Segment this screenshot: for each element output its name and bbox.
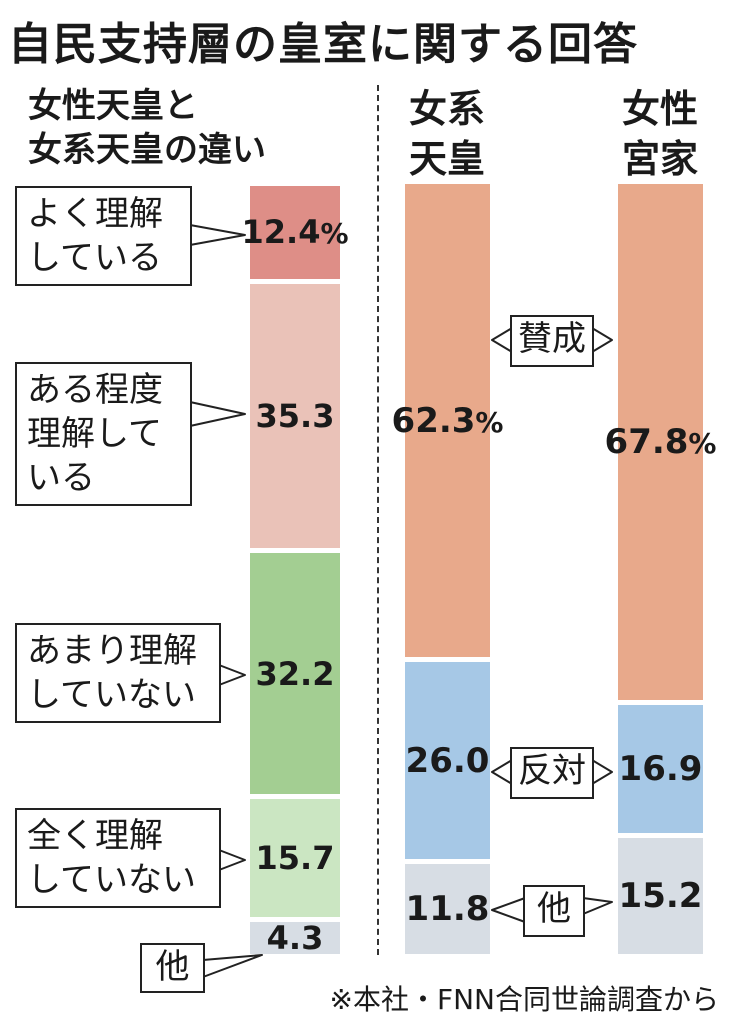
callout-understand-well-line2: している xyxy=(27,238,162,278)
callout-pointer-other-right xyxy=(582,897,613,915)
bar-value-label-josei-miyake-3: 15.2 xyxy=(618,876,703,917)
bar-segment-understanding-4: 15.7 xyxy=(250,799,340,917)
callout-not-understand-much-line2: していない xyxy=(27,675,196,715)
callout-understand-somewhat-line3: いる xyxy=(27,458,95,498)
bar-value-label-understanding-5: 4.3 xyxy=(266,918,324,957)
bar-segment-joukei-2: 26.0 xyxy=(405,662,490,860)
callout-understand-well-line1: よく理解 xyxy=(27,194,163,234)
callout-pointer-5 xyxy=(202,954,263,978)
column-header-josei-miyake: 女性 宮家 xyxy=(610,84,710,184)
percent-sign: % xyxy=(688,426,717,460)
bar-value-label-josei-miyake-2: 16.9 xyxy=(618,749,703,790)
callout-not-understand-at-all-line1: 全く理解 xyxy=(27,816,163,856)
chip-other-right: 他 xyxy=(523,885,585,937)
bar-segment-joukei-3: 11.8 xyxy=(405,864,490,954)
callout-understand-well: よく理解 している xyxy=(15,186,192,286)
chip-hantai: 反対 xyxy=(510,747,594,799)
left-panel-title: 女性天皇と 女系天皇の違い xyxy=(28,84,266,172)
bar-value-label-understanding-1: 12.4% xyxy=(241,213,349,252)
callout-pointer-2 xyxy=(189,401,246,427)
callout-other-left: 他 xyxy=(140,943,205,993)
percent-sign: % xyxy=(320,217,349,251)
bar-segment-understanding-5: 4.3 xyxy=(250,918,340,957)
column-header-joukei-line1: 女系 xyxy=(408,87,485,131)
left-panel-title-line2: 女系天皇の違い xyxy=(28,130,266,170)
chart-title: 自民支持層の皇室に関する回答 xyxy=(8,19,638,70)
column-header-joukei-line2: 天皇 xyxy=(408,137,485,181)
bar-segment-josei-miyake-2: 16.9 xyxy=(618,704,703,834)
bar-segment-understanding-1: 12.4% xyxy=(242,186,349,279)
panel-divider xyxy=(377,85,379,955)
bar-value-label-joukei-3: 11.8 xyxy=(405,889,490,930)
callout-pointer-hantai-left xyxy=(491,759,513,785)
callout-pointer-sansei-right xyxy=(591,327,613,353)
column-header-josei-miyake-line2: 宮家 xyxy=(621,137,698,181)
callout-understand-somewhat: ある程度 理解して いる xyxy=(15,362,192,506)
bar-segment-josei-miyake-3: 15.2 xyxy=(618,838,703,954)
bar-segment-josei-miyake-1: 67.8% xyxy=(605,184,716,700)
callout-not-understand-much: あまり理解 していない xyxy=(15,623,221,723)
callout-pointer-other-left xyxy=(491,897,526,923)
column-header-joukei: 女系 天皇 xyxy=(397,84,497,184)
callout-not-understand-at-all: 全く理解 していない xyxy=(15,808,221,908)
bar-value-label-josei-miyake-1: 67.8% xyxy=(604,421,717,462)
callout-understand-somewhat-line1: ある程度 xyxy=(27,370,163,410)
left-panel-title-line1: 女性天皇と xyxy=(28,86,198,126)
bar-value-label-understanding-3: 32.2 xyxy=(255,654,335,693)
bar-value-label-understanding-4: 15.7 xyxy=(255,839,335,878)
callout-understand-somewhat-line2: 理解して xyxy=(27,414,162,454)
bar-value-label-joukei-1: 62.3% xyxy=(391,400,504,441)
bar-value-label-joukei-2: 26.0 xyxy=(405,740,490,781)
callout-pointer-sansei-left xyxy=(491,327,513,353)
source-note: ※本社・FNN合同世論調査から xyxy=(329,983,719,1016)
bar-segment-understanding-2: 35.3 xyxy=(250,283,340,549)
percent-sign: % xyxy=(475,405,504,439)
callout-pointer-1 xyxy=(189,224,246,246)
bar-segment-understanding-3: 32.2 xyxy=(250,553,340,795)
bar-segment-joukei-1: 62.3% xyxy=(392,184,503,657)
callout-pointer-hantai-right xyxy=(591,759,613,785)
chip-sansei: 賛成 xyxy=(510,315,594,367)
callout-pointer-3 xyxy=(218,664,246,686)
callout-not-understand-much-line1: あまり理解 xyxy=(27,631,197,671)
bar-value-label-understanding-2: 35.3 xyxy=(255,396,335,435)
callout-pointer-4 xyxy=(218,849,246,871)
callout-not-understand-at-all-line2: していない xyxy=(27,860,196,900)
column-header-josei-miyake-line1: 女性 xyxy=(621,87,698,131)
